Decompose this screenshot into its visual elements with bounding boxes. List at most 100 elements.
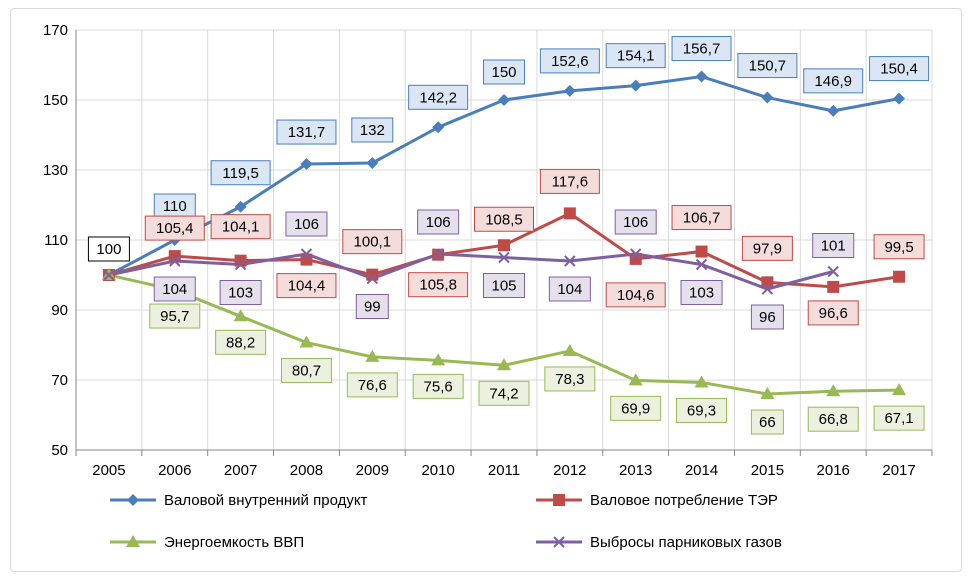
data-label-text: 105 <box>491 278 516 295</box>
series-3-point-2014 <box>694 375 709 388</box>
series-1-point-2010 <box>432 121 445 134</box>
marker-stroke <box>827 265 839 278</box>
data-label-box <box>144 215 205 241</box>
data-label-text: 142,2 <box>419 89 457 106</box>
data-label-text: 96 <box>759 309 776 326</box>
data-label: 67,1 <box>873 405 925 431</box>
x-tick-label-2006: 2006 <box>158 462 191 479</box>
data-label: 96,6 <box>807 300 859 326</box>
series-3-point-2017 <box>892 383 907 396</box>
series-line-4 <box>108 252 834 291</box>
legend-label: Валовой внутренний продукт <box>164 492 368 509</box>
data-label-box <box>741 235 793 261</box>
data-label-text: 105,8 <box>419 277 457 294</box>
data-label: 80,7 <box>280 358 332 384</box>
data-label: 146,9 <box>803 68 864 94</box>
data-label-text: 99,5 <box>884 239 913 256</box>
marker-stroke <box>498 251 510 264</box>
data-label: 105,8 <box>408 272 469 298</box>
data-label: 117,6 <box>539 168 600 194</box>
series-4-point-2012 <box>564 255 576 267</box>
x-tick-label-2014: 2014 <box>685 462 718 479</box>
data-label-box <box>149 303 201 329</box>
data-label-box <box>610 395 662 421</box>
series-3-point-2011 <box>497 358 511 371</box>
data-label: 88,2 <box>215 329 267 355</box>
data-label-text: 88,2 <box>226 334 255 351</box>
data-label-box <box>544 366 596 392</box>
series-1-point-2012 <box>563 84 576 97</box>
y-tick-label: 150 <box>43 92 68 109</box>
x-tick-label-2007: 2007 <box>224 462 257 479</box>
series-2-point-2017 <box>893 270 906 283</box>
y-tick-label: 170 <box>43 22 68 39</box>
series-4-point-2013 <box>629 248 642 260</box>
axes: 50 70 90 110 130 150 170 2005 2006 2007 2008 2009 20… <box>43 22 933 479</box>
data-label: 108,5 <box>474 206 534 232</box>
x-tick-label-2010: 2010 <box>421 462 454 479</box>
legend-item-4: Выбросы парниковых газов <box>536 534 782 551</box>
x-tick-label-2016: 2016 <box>817 462 850 479</box>
x-tick-label-2008: 2008 <box>290 462 323 479</box>
data-label-box <box>153 193 196 219</box>
series-2-point-2014 <box>695 245 708 258</box>
x-tick-label-2017: 2017 <box>882 462 915 479</box>
series-1-point-2007 <box>234 200 247 213</box>
data-label: 105,4 <box>144 215 205 241</box>
data-label-text: 66,8 <box>819 411 848 428</box>
data-label-box <box>474 206 534 232</box>
data-label-text: 103 <box>689 285 714 302</box>
data-label-box <box>614 209 657 235</box>
data-label-box <box>351 117 394 143</box>
data-label: 100 <box>87 236 130 262</box>
data-label-text: 75,6 <box>424 378 453 395</box>
data-label-box <box>873 405 925 431</box>
data-label: 104 <box>548 276 591 302</box>
series-3-point-2008 <box>299 335 314 348</box>
legend-item-2: Валовое потребление ТЭР <box>536 492 778 509</box>
series-1-point-2008 <box>300 158 313 171</box>
data-label: 106 <box>285 211 328 237</box>
data-label: 150,4 <box>869 56 930 82</box>
legend-marker <box>553 536 565 548</box>
data-label-text: 103 <box>228 285 253 302</box>
data-label: 104 <box>153 276 196 302</box>
data-label: 74,2 <box>478 380 530 406</box>
y-tick-label: 110 <box>44 232 68 249</box>
legend-item-3: Энергоемкость ВВП <box>110 534 304 551</box>
data-label-text: 104,4 <box>288 278 326 295</box>
data-label: 76,6 <box>346 372 398 398</box>
data-label-text: 150,4 <box>880 61 918 78</box>
data-label-text: 106,7 <box>683 210 721 227</box>
data-label-box <box>605 43 666 69</box>
series-3-point-2010 <box>431 353 446 366</box>
data-label-text: 97,9 <box>753 240 782 257</box>
series-1-point-2011 <box>498 94 510 106</box>
data-label-box <box>812 233 855 258</box>
legend-label: Энергоемкость ВВП <box>164 534 304 551</box>
x-tick-label-2013: 2013 <box>619 462 652 479</box>
data-label: 105 <box>483 273 525 298</box>
data-label-box <box>417 209 460 235</box>
data-label: 152,6 <box>539 48 600 74</box>
data-label-text: 152,6 <box>551 53 589 70</box>
data-label-text: 150 <box>491 64 516 81</box>
data-label-box <box>210 214 271 240</box>
data-label-text: 76,6 <box>358 377 387 394</box>
data-label-text: 101 <box>821 238 846 255</box>
data-label-text: 100,1 <box>354 234 392 251</box>
data-label: 132 <box>351 117 394 143</box>
y-tick-label: 70 <box>51 372 68 389</box>
series-1-point-2015 <box>761 91 774 104</box>
series-4-point-2010 <box>432 248 444 260</box>
series-4-point-2007 <box>234 258 247 271</box>
data-label-text: 78,3 <box>555 371 584 388</box>
data-label-text: 104,6 <box>617 287 655 304</box>
data-label-text: 80,7 <box>292 363 321 380</box>
legend: Валовой внутренний продукт Валовое потреб… <box>110 492 782 551</box>
series-3-point-2007 <box>233 309 248 322</box>
data-label: 119,5 <box>210 160 271 186</box>
data-label-box <box>219 280 262 305</box>
marker-stroke <box>629 248 642 260</box>
data-label-box <box>408 84 469 110</box>
